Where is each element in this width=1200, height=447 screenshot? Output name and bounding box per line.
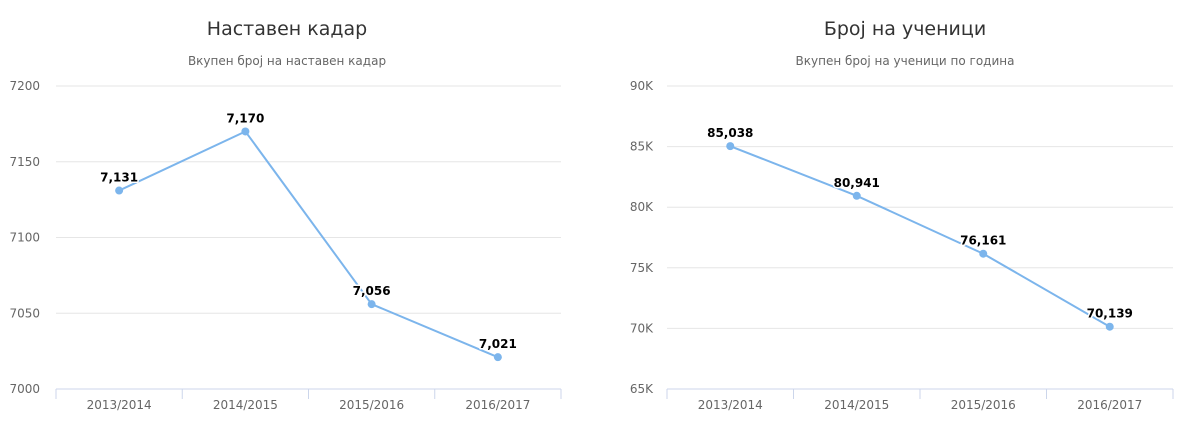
data-point[interactable] xyxy=(1105,322,1114,331)
data-label: 80,941 xyxy=(834,176,880,190)
x-tick-label: 2016/2017 xyxy=(465,398,530,412)
data-label: 7,021 xyxy=(479,337,517,351)
chart-subtitle: Вкупен број на наставен кадар xyxy=(188,54,386,68)
x-tick-label: 2014/2015 xyxy=(213,398,278,412)
data-point[interactable] xyxy=(493,353,502,362)
y-tick-label: 75K xyxy=(630,261,654,275)
data-point[interactable] xyxy=(726,142,735,151)
data-point[interactable] xyxy=(241,127,250,136)
data-label: 7,131 xyxy=(100,171,138,185)
data-label: 7,056 xyxy=(353,284,391,298)
x-tick-label: 2016/2017 xyxy=(1077,398,1142,412)
data-point[interactable] xyxy=(979,249,988,258)
y-tick-label: 70K xyxy=(630,321,654,335)
y-tick-label: 7150 xyxy=(9,155,40,169)
series-line xyxy=(729,145,1111,328)
y-tick-label: 7000 xyxy=(9,382,40,396)
data-point[interactable] xyxy=(115,186,124,195)
chart-svg: Број на ученици Вкупен број на ученици п… xyxy=(630,18,1174,412)
x-tick-label: 2014/2015 xyxy=(824,398,889,412)
y-tick-label: 7100 xyxy=(9,231,40,245)
plot-area: 7000 7050 7100 7150 7200 2013/2014 2014/2015 20… xyxy=(9,79,562,412)
chart-title: Број на ученици xyxy=(824,18,986,40)
data-point[interactable] xyxy=(367,300,376,309)
data-label: 85,038 xyxy=(707,126,753,140)
data-label: 76,161 xyxy=(960,234,1006,248)
series-line xyxy=(118,130,499,359)
chart-teaching-staff: Наставен кадар Вкупен број на наставен к… xyxy=(0,0,578,447)
x-tick-label: 2015/2016 xyxy=(951,398,1016,412)
y-tick-label: 65K xyxy=(630,382,654,396)
chart-subtitle: Вкупен број на ученици по година xyxy=(796,54,1015,68)
x-tick-label: 2013/2014 xyxy=(87,398,152,412)
data-point[interactable] xyxy=(852,191,861,200)
y-tick-label: 85K xyxy=(630,140,654,154)
x-tick-label: 2015/2016 xyxy=(339,398,404,412)
y-tick-label: 90K xyxy=(630,79,654,93)
y-tick-label: 7050 xyxy=(9,306,40,320)
chart-svg: Наставен кадар Вкупен број на наставен к… xyxy=(9,18,562,412)
x-tick-label: 2013/2014 xyxy=(698,398,763,412)
chart-students: Број на ученици Вкупен број на ученици п… xyxy=(610,0,1200,447)
data-label: 7,170 xyxy=(226,111,264,125)
chart-title: Наставен кадар xyxy=(207,18,367,40)
y-tick-label: 7200 xyxy=(9,79,40,93)
plot-area: 65K 70K 75K 80K 85K 90K 2013/2014 2014/2015 2015… xyxy=(630,79,1174,412)
y-tick-label: 80K xyxy=(630,200,654,214)
data-label: 70,139 xyxy=(1087,307,1133,321)
